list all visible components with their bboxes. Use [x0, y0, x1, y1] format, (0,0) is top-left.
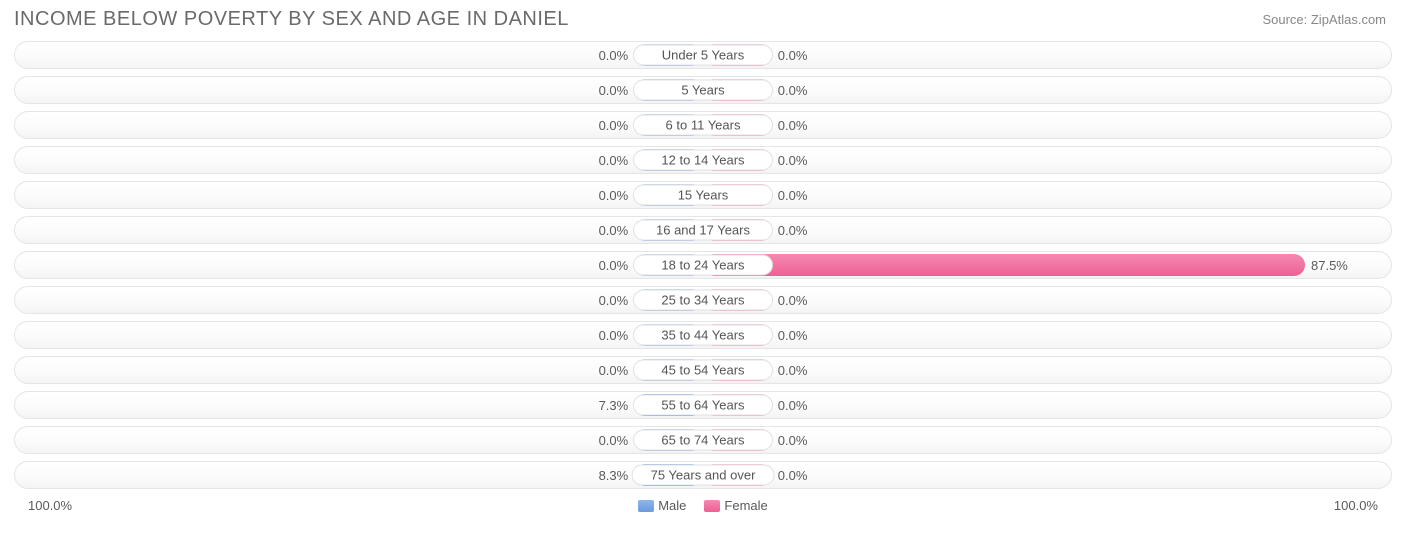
female-value: 0.0%: [772, 287, 808, 313]
female-swatch-icon: [704, 500, 720, 512]
chart-footer: 100.0% Male Female 100.0%: [0, 496, 1406, 513]
female-value: 0.0%: [772, 427, 808, 453]
category-label: 25 to 34 Years: [633, 290, 773, 311]
axis-left-max: 100.0%: [28, 498, 72, 513]
chart-row: 0.0% 0.0%6 to 11 Years: [14, 111, 1392, 139]
legend: Male Female: [638, 498, 768, 513]
category-label: 12 to 14 Years: [633, 150, 773, 171]
category-label: 35 to 44 Years: [633, 325, 773, 346]
male-value: 0.0%: [599, 427, 635, 453]
category-label: 55 to 64 Years: [633, 395, 773, 416]
chart-title: INCOME BELOW POVERTY BY SEX AND AGE IN D…: [14, 8, 569, 31]
male-value: 7.3%: [599, 392, 635, 418]
male-value: 0.0%: [599, 287, 635, 313]
female-value: 0.0%: [772, 217, 808, 243]
category-label: 15 Years: [633, 185, 773, 206]
chart-row: 0.0% 0.0%35 to 44 Years: [14, 321, 1392, 349]
female-value: 0.0%: [772, 392, 808, 418]
category-label: 18 to 24 Years: [633, 255, 773, 276]
male-value: 0.0%: [599, 77, 635, 103]
female-value: 0.0%: [772, 77, 808, 103]
category-label: 6 to 11 Years: [633, 115, 773, 136]
chart-row: 0.0% 0.0%15 Years: [14, 181, 1392, 209]
category-label: 5 Years: [633, 80, 773, 101]
female-bar: [703, 254, 1305, 276]
category-label: 45 to 54 Years: [633, 360, 773, 381]
chart-header: INCOME BELOW POVERTY BY SEX AND AGE IN D…: [0, 0, 1406, 35]
female-value: 0.0%: [772, 112, 808, 138]
legend-female-label: Female: [724, 498, 767, 513]
female-value: 0.0%: [772, 182, 808, 208]
male-value: 0.0%: [599, 42, 635, 68]
male-value: 0.0%: [599, 357, 635, 383]
male-value: 8.3%: [599, 462, 635, 488]
chart-row: 0.0% 0.0%Under 5 Years: [14, 41, 1392, 69]
category-label: 75 Years and over: [632, 465, 775, 486]
male-value: 0.0%: [599, 217, 635, 243]
chart-row: 8.3% 0.0%75 Years and over: [14, 461, 1392, 489]
male-value: 0.0%: [599, 322, 635, 348]
legend-female: Female: [704, 498, 767, 513]
category-label: 65 to 74 Years: [633, 430, 773, 451]
category-label: 16 and 17 Years: [633, 220, 773, 241]
male-swatch-icon: [638, 500, 654, 512]
female-value: 0.0%: [772, 322, 808, 348]
male-value: 0.0%: [599, 112, 635, 138]
chart-row: 0.0% 0.0%45 to 54 Years: [14, 356, 1392, 384]
legend-male-label: Male: [658, 498, 686, 513]
female-value: 0.0%: [772, 42, 808, 68]
male-value: 0.0%: [599, 252, 635, 278]
category-label: Under 5 Years: [633, 45, 773, 66]
female-value: 87.5%: [1305, 252, 1348, 278]
male-value: 0.0%: [599, 182, 635, 208]
chart-row: 0.0% 0.0%25 to 34 Years: [14, 286, 1392, 314]
chart-row: 0.0% 87.5% 18 to 24 Years: [14, 251, 1392, 279]
chart-source: Source: ZipAtlas.com: [1262, 12, 1386, 27]
chart-row: 0.0% 0.0%16 and 17 Years: [14, 216, 1392, 244]
chart-row: 0.0% 0.0%12 to 14 Years: [14, 146, 1392, 174]
legend-male: Male: [638, 498, 686, 513]
chart-row: 7.3% 0.0%55 to 64 Years: [14, 391, 1392, 419]
axis-right-max: 100.0%: [1334, 498, 1378, 513]
female-value: 0.0%: [772, 357, 808, 383]
female-value: 0.0%: [772, 462, 808, 488]
female-value: 0.0%: [772, 147, 808, 173]
male-value: 0.0%: [599, 147, 635, 173]
chart-area: 0.0%0.0%Under 5 Years0.0%0.0%5 Years0.0%…: [0, 35, 1406, 489]
chart-row: 0.0% 0.0%65 to 74 Years: [14, 426, 1392, 454]
chart-row: 0.0% 0.0%5 Years: [14, 76, 1392, 104]
